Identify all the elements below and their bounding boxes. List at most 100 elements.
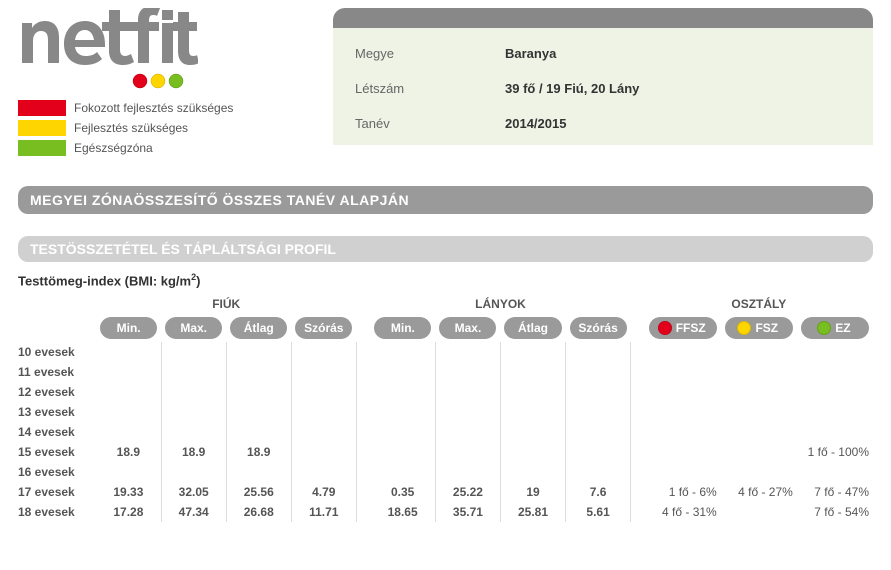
legend-row-fsz: Fejlesztés szükséges [18, 120, 303, 136]
cell-zone-ffsz [645, 382, 721, 402]
col-boys-min: Min. [100, 317, 157, 339]
legend-label-ez: Egészségzóna [74, 141, 153, 155]
cell-boys-max: 47.34 [161, 502, 226, 522]
cell-girls-min [370, 382, 435, 402]
col-girls-max: Max. [439, 317, 496, 339]
cell-boys-min [96, 422, 161, 442]
table-row: 12 evesek [18, 382, 873, 402]
cell-girls-max [435, 422, 500, 442]
cell-zone-fsz [721, 342, 797, 362]
col-zone-fsz: FSZ [725, 317, 793, 339]
cell-boys-max [161, 462, 226, 482]
cell-zone-ez [797, 382, 873, 402]
legend-row-ez: Egészségzóna [18, 140, 303, 156]
cell-girls-sd: 5.61 [566, 502, 631, 522]
cell-zone-ffsz: 4 fő - 31% [645, 502, 721, 522]
cell-zone-fsz [721, 402, 797, 422]
cell-boys-min: 19.33 [96, 482, 161, 502]
cell-boys-sd [291, 422, 356, 442]
cell-girls-avg [500, 362, 565, 382]
sep [631, 422, 645, 442]
sep [631, 482, 645, 502]
table-body: 10 evesek11 evesek12 evesek13 evesek14 e… [18, 342, 873, 522]
cell-zone-ffsz [645, 462, 721, 482]
cell-girls-min [370, 462, 435, 482]
cell-girls-min [370, 342, 435, 362]
cell-girls-max [435, 382, 500, 402]
row-age: 14 evesek [18, 422, 96, 442]
cell-zone-ez [797, 342, 873, 362]
logo-block: Fokozott fejlesztés szükséges Fejlesztés… [18, 8, 303, 160]
cell-zone-ez: 1 fő - 100% [797, 442, 873, 462]
table-row: 18 evesek17.2847.3426.6811.7118.6535.712… [18, 502, 873, 522]
group-head-boys: FIÚK [96, 294, 356, 314]
cell-girls-avg [500, 382, 565, 402]
legend-swatch-ez [18, 140, 66, 156]
cell-boys-sd [291, 362, 356, 382]
cell-boys-avg [226, 422, 291, 442]
legend-row-ffsz: Fokozott fejlesztés szükséges [18, 100, 303, 116]
cell-boys-max [161, 422, 226, 442]
cell-girls-min: 0.35 [370, 482, 435, 502]
cell-girls-max [435, 402, 500, 422]
sep [356, 502, 370, 522]
cell-zone-fsz: 4 fő - 27% [721, 482, 797, 502]
info-county-label: Megye [355, 46, 505, 61]
cell-zone-fsz [721, 462, 797, 482]
cell-boys-min [96, 382, 161, 402]
cell-zone-ez [797, 422, 873, 442]
table-row: 17 evesek19.3332.0525.564.790.3525.22197… [18, 482, 873, 502]
col-zone-ez: EZ [801, 317, 869, 339]
legend-label-ffsz: Fokozott fejlesztés szükséges [74, 101, 233, 115]
info-year-value: 2014/2015 [505, 116, 566, 131]
sep [356, 422, 370, 442]
legend-swatch-ffsz [18, 100, 66, 116]
cell-boys-min [96, 462, 161, 482]
sep [631, 502, 645, 522]
table-row: 10 evesek [18, 342, 873, 362]
cell-zone-ez: 7 fő - 47% [797, 482, 873, 502]
row-age: 11 evesek [18, 362, 96, 382]
cell-girls-min [370, 422, 435, 442]
col-girls-sd: Szórás [570, 317, 627, 339]
col-girls-avg: Átlag [504, 317, 561, 339]
cell-boys-sd [291, 462, 356, 482]
cell-girls-max [435, 342, 500, 362]
cell-zone-fsz [721, 502, 797, 522]
row-age: 13 evesek [18, 402, 96, 422]
cell-zone-ffsz [645, 442, 721, 462]
metric-title-suffix: ) [196, 273, 200, 288]
sep [356, 342, 370, 362]
info-year-label: Tanév [355, 116, 505, 131]
section-title: MEGYEI ZÓNAÖSSZESÍTŐ ÖSSZES TANÉV ALAPJÁ… [18, 186, 873, 214]
cell-girls-sd [566, 462, 631, 482]
metric-title-prefix: Testtömeg-index (BMI: kg/m [18, 273, 191, 288]
cell-girls-sd [566, 382, 631, 402]
table-row: 13 evesek [18, 402, 873, 422]
dot-ffsz-icon [658, 321, 672, 335]
info-county-value: Baranya [505, 46, 556, 61]
cell-boys-avg: 25.56 [226, 482, 291, 502]
cell-boys-sd: 4.79 [291, 482, 356, 502]
cell-zone-ffsz [645, 342, 721, 362]
sep [356, 462, 370, 482]
cell-zone-ez [797, 402, 873, 422]
table-row: 15 evesek18.918.918.91 fő - 100% [18, 442, 873, 462]
cell-boys-min [96, 402, 161, 422]
cell-boys-avg [226, 382, 291, 402]
cell-girls-avg [500, 402, 565, 422]
cell-zone-fsz [721, 362, 797, 382]
info-panel: Megye Baranya Létszám 39 fő / 19 Fiú, 20… [333, 8, 873, 145]
group-head-class: OSZTÁLY [645, 294, 873, 314]
col-girls-min: Min. [374, 317, 431, 339]
cell-boys-max: 32.05 [161, 482, 226, 502]
sep [356, 362, 370, 382]
cell-girls-avg: 19 [500, 482, 565, 502]
col-zone-ez-label: EZ [835, 321, 850, 335]
metric-title: Testtömeg-index (BMI: kg/m2) [18, 272, 873, 288]
cell-boys-max [161, 362, 226, 382]
cell-boys-avg [226, 362, 291, 382]
info-count-label: Létszám [355, 81, 505, 96]
dot-ez-icon [817, 321, 831, 335]
table-row: 16 evesek [18, 462, 873, 482]
